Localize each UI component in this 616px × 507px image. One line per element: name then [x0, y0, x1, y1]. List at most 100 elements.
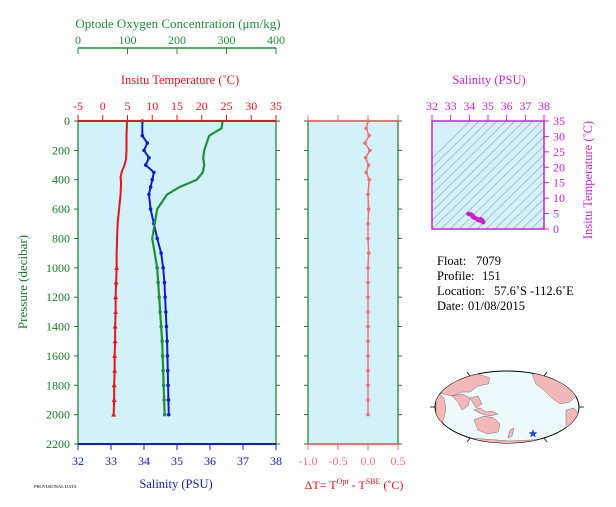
ts-density-contour	[521, 207, 544, 229]
oxygen-tick-label: 300	[218, 33, 236, 47]
ts-point	[476, 218, 481, 223]
pressure-tick-label: 1000	[46, 261, 70, 275]
location-label: Location:	[437, 284, 485, 298]
delta-t-series: -1.0 -0.5 0.0 0.5	[299, 115, 406, 468]
salinity-axis-title: Salinity (PSU)	[139, 477, 212, 491]
oxygen-point	[161, 368, 165, 373]
temperature-tick-label: 15	[171, 99, 183, 113]
float-info: Float: 7079 Profile: 151 Location: 57.6˚…	[437, 254, 574, 313]
delta-t-point	[366, 295, 370, 299]
delta-t-point	[366, 251, 371, 255]
delta-t-tick-label: 0.0	[361, 454, 376, 468]
ts-x-tick-label: 33	[445, 99, 457, 113]
salinity-tick-label: 33	[105, 454, 117, 468]
salinity-point	[166, 412, 171, 417]
temperature-point	[112, 324, 118, 329]
salinity-tick-label: 36	[204, 454, 216, 468]
salinity-point	[165, 339, 169, 344]
oxygen-tick-label: 400	[267, 33, 285, 47]
temperature-point	[112, 368, 118, 373]
delta-t-tick-label: -1.0	[299, 454, 318, 468]
ts-y-tick-label: 5	[553, 207, 559, 221]
delta-t-point	[368, 148, 372, 153]
pressure-tick-label: 1800	[46, 378, 70, 392]
ts-density-contour	[594, 121, 616, 229]
map-land-asia-south	[451, 393, 483, 411]
delta-t-point	[366, 398, 370, 402]
pressure-tick-label: 1600	[46, 349, 70, 363]
ts-density-contour	[449, 136, 544, 229]
temperature-point	[113, 294, 119, 300]
ts-density-contour	[485, 171, 544, 229]
temperature-tick-label: -5	[73, 99, 83, 113]
ts-density-contour	[432, 121, 471, 159]
delta-t-point	[367, 133, 372, 138]
salinity-point	[164, 324, 169, 329]
date-label: Date:	[437, 299, 464, 313]
delta-t-point	[366, 412, 370, 417]
oxygen-point	[162, 412, 167, 417]
ts-contour-group	[432, 121, 616, 229]
salinity-point	[162, 280, 167, 285]
salinity-point	[150, 177, 155, 182]
ts-x-tick-label: 34	[463, 99, 475, 113]
pressure-axis-title: Pressure (decibar)	[15, 235, 30, 329]
float-value: 7079	[476, 254, 501, 268]
pressure-tick-label: 200	[52, 143, 70, 157]
profile-plot-area	[78, 121, 276, 444]
delta-t-point	[366, 221, 370, 226]
profile-series	[111, 119, 224, 417]
profile-axes: 0200400600800100012001400160018002000220…	[46, 33, 402, 468]
ts-density-contour	[432, 121, 489, 177]
ts-density-contour	[432, 121, 516, 204]
salinity-point	[140, 133, 145, 138]
salinity-point	[147, 155, 151, 160]
delta-t-point	[366, 368, 370, 373]
salinity-point	[143, 163, 148, 167]
ts-density-contour	[440, 127, 544, 229]
oxygen-point	[158, 310, 162, 314]
salinity-point	[166, 398, 171, 402]
salinity-point	[148, 207, 153, 211]
pressure-tick-label: 600	[52, 202, 70, 216]
salinity-point	[148, 185, 153, 189]
delta-t-plot-area	[308, 121, 398, 444]
ts-density-contours	[432, 121, 616, 229]
delta-t-point	[366, 280, 370, 285]
oxygen-point	[159, 324, 163, 329]
oxygen-point	[156, 280, 160, 285]
oxygen-point	[162, 398, 166, 402]
oxygen-point	[160, 339, 164, 344]
delta-t-point	[366, 236, 370, 241]
map-land-indonesia	[473, 407, 499, 417]
temperature-tick-label: 35	[270, 99, 282, 113]
ts-density-contour	[494, 180, 544, 229]
temperature-tick-label: 0	[100, 99, 106, 113]
oxygen-tick-label: 200	[168, 33, 186, 47]
salinity-point	[163, 310, 168, 314]
delta-t-point	[366, 207, 371, 211]
oxygen-point	[155, 266, 159, 270]
temperature-tick-label: 20	[196, 99, 208, 113]
temperature-point	[111, 397, 117, 402]
delta-t-point	[366, 339, 370, 344]
ts-point	[470, 213, 476, 219]
pressure-tick-label: 1200	[46, 290, 70, 304]
footer-note: PROVISIONAL DATA	[34, 484, 77, 489]
temperature-tick-label: 5	[125, 99, 131, 113]
temperature-tick-label: 10	[146, 99, 158, 113]
delta-t-point	[366, 310, 370, 314]
salinity-tick-label: 32	[72, 454, 84, 468]
world-map	[430, 370, 584, 444]
salinity-point	[165, 354, 170, 358]
pressure-tick-label: 2000	[46, 408, 70, 422]
salinity-tick-label: 35	[171, 454, 183, 468]
salinity-point	[163, 295, 167, 299]
profile-value: 151	[482, 269, 501, 283]
ts-y-tick-label: 0	[553, 222, 559, 236]
ts-x-tick-label: 35	[482, 99, 494, 113]
date-value: 01/08/2015	[468, 299, 525, 313]
ts-density-contour	[458, 145, 544, 229]
temperature-point	[114, 265, 120, 270]
